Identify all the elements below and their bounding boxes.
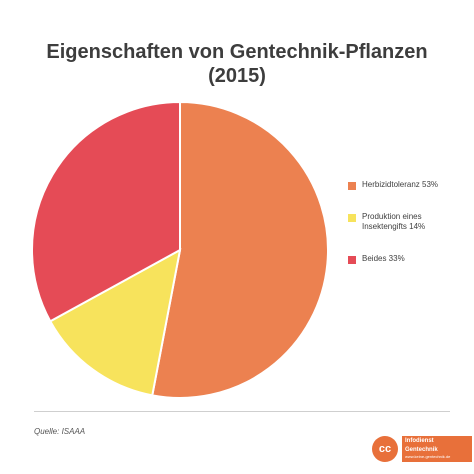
legend-item-beides: Beides 33% — [348, 254, 468, 264]
pie-slice-2 — [48, 248, 182, 397]
pie-slice-1 — [151, 100, 329, 399]
legend-swatch-beides — [348, 256, 356, 264]
brand-line-1: Infodienst — [405, 438, 434, 444]
legend-label-herbizidtoleranz: Herbizidtoleranz 53% — [362, 180, 439, 189]
legend-label-beides: Beides 33% — [362, 254, 405, 263]
legend-item-insektengift: Produktion eines Insektengifts 14% — [348, 212, 468, 232]
chart-title: Eigenschaften von Gentechnik-Pflanzen (2… — [0, 40, 474, 88]
legend-swatch-herbizidtoleranz — [348, 182, 356, 190]
brand-box: Infodienst Gentechnik www.keine-gentechn… — [402, 436, 472, 462]
cc-logo-icon: cc — [372, 436, 398, 462]
brand-line-2: Gentechnik — [405, 447, 438, 453]
source-note: Quelle: ISAAA — [34, 427, 86, 436]
legend-swatch-insektengift — [348, 214, 356, 222]
chart-legend: Herbizidtoleranz 53% Produktion eines In… — [348, 180, 468, 264]
legend-label-insektengift: Produktion eines Insektengifts 14% — [362, 212, 426, 231]
legend-item-herbizidtoleranz: Herbizidtoleranz 53% — [348, 180, 468, 190]
chart-title-line-1: Eigenschaften von Gentechnik-Pflanzen — [46, 41, 428, 63]
footer-divider — [34, 411, 450, 412]
pie-slice-3 — [31, 100, 181, 323]
brand-url: www.keine-gentechnik.de — [405, 454, 451, 459]
chart-title-line-2: (2015) — [208, 65, 266, 87]
